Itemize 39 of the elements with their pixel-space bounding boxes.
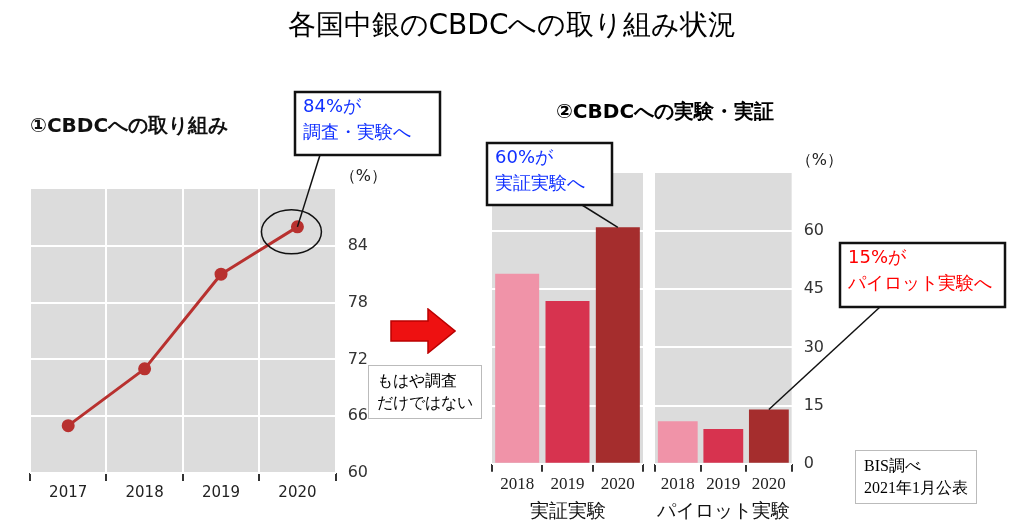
y-axis-title: （%） — [795, 150, 843, 170]
bar — [657, 421, 698, 463]
x-tick-label: 2017 — [49, 482, 88, 501]
x-tick-label: 2019 — [550, 474, 585, 494]
x-tick-label: 2020 — [278, 482, 317, 501]
text: 各国中銀のCBDCへの取り組み状況 — [286, 7, 738, 43]
chart-title: ②CBDCへの実験・実証 — [554, 98, 776, 125]
text: BIS調べ2021年1月公表 — [855, 450, 977, 504]
point — [61, 419, 75, 433]
y-tick-label: 30 — [803, 336, 824, 356]
annotation: 84%が調査・実験へ — [303, 94, 411, 142]
y-tick-label: 60 — [803, 220, 824, 240]
x-axis-title: 実証実験 — [529, 498, 606, 521]
y-axis-title: （%） — [339, 166, 387, 186]
chart-title: ①CBDCへの取り組み — [30, 113, 229, 138]
bar — [703, 428, 744, 463]
y-tick-label: 0 — [803, 452, 814, 472]
annotation: 60%が実証実験へ — [495, 145, 585, 193]
y-tick-label: 66 — [347, 405, 368, 425]
bar — [748, 409, 789, 463]
x-tick-label: 2018 — [500, 474, 535, 494]
point — [138, 362, 152, 376]
y-tick-label: 84 — [347, 234, 368, 254]
y-tick-label: 15 — [803, 394, 824, 414]
y-tick-label: 60 — [347, 462, 368, 482]
annotation: 15%がパイロット実験へ — [847, 245, 992, 293]
x-axis-title: パイロット実験 — [655, 498, 790, 521]
x-tick-label: 2019 — [201, 482, 241, 501]
text: もはや調査だけではない — [368, 365, 482, 419]
y-tick-label: 72 — [347, 348, 368, 368]
point — [214, 267, 228, 281]
x-tick-label: 2020 — [751, 474, 786, 494]
point — [290, 220, 304, 234]
y-tick-label: 45 — [803, 278, 824, 298]
x-tick-label: 2020 — [600, 474, 635, 494]
x-tick-label: 2018 — [660, 474, 695, 494]
x-tick-label: 2018 — [125, 482, 164, 501]
x-tick-label: 2019 — [706, 474, 741, 494]
y-tick-label: 78 — [347, 291, 368, 311]
